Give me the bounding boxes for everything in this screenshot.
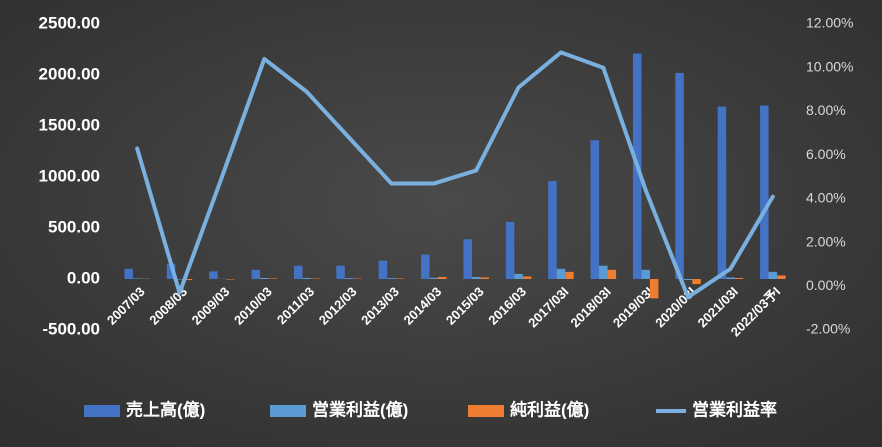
bar: [641, 269, 650, 279]
y2-tick-label: 10.00%: [806, 58, 853, 74]
bar: [683, 279, 693, 281]
bar: [522, 276, 532, 279]
bar: [310, 278, 320, 279]
bar: [777, 275, 786, 279]
bar: [768, 271, 778, 279]
bar: [183, 279, 193, 281]
bar: [378, 260, 388, 279]
y-tick-label: 1000.00: [39, 166, 100, 185]
legend-label: 売上高(億): [126, 399, 205, 419]
y-tick-label: 500.00: [48, 217, 100, 236]
legend-swatch: [468, 405, 504, 417]
bar: [726, 277, 735, 279]
bar: [421, 254, 430, 279]
bar: [302, 277, 311, 279]
bar: [505, 221, 515, 279]
bar: [556, 268, 566, 279]
bar: [692, 279, 701, 285]
bar: [132, 278, 142, 279]
bar: [387, 278, 396, 279]
legend-item: 純利益(億): [468, 399, 589, 419]
bar: [395, 278, 405, 279]
bar: [251, 269, 261, 279]
bar: [344, 278, 354, 279]
bar: [268, 278, 278, 279]
bar: [166, 263, 176, 279]
bar: [226, 279, 235, 280]
bar: [336, 265, 345, 279]
bar: [565, 271, 574, 279]
bar: [293, 265, 303, 279]
y-tick-label: -500.00: [42, 319, 100, 338]
y2-tick-label: 2.00%: [806, 233, 846, 249]
y-tick-label: 1500.00: [39, 115, 100, 134]
bar: [590, 140, 600, 279]
bar: [209, 271, 218, 279]
y2-tick-label: 6.00%: [806, 146, 846, 162]
legend-swatch: [84, 405, 120, 417]
bar: [463, 239, 472, 279]
bar: [438, 276, 447, 279]
legend-label: 営業利益率: [692, 399, 777, 419]
y2-tick-label: 12.00%: [806, 15, 853, 31]
bar: [675, 72, 684, 280]
bar: [649, 279, 659, 299]
legend-item: 営業利益率: [656, 399, 777, 419]
bar: [260, 277, 269, 279]
y2-tick-label: 4.00%: [806, 190, 846, 206]
legend-swatch: [270, 405, 306, 417]
legend-item: 売上高(億): [84, 399, 205, 419]
bar: [175, 279, 184, 280]
bar: [514, 273, 523, 279]
bar: [607, 269, 617, 279]
legend-item: 営業利益(億): [270, 399, 408, 419]
y-tick-label: 2500.00: [39, 13, 100, 32]
y-tick-label: 0.00: [67, 268, 100, 287]
bar: [760, 105, 769, 279]
bar: [429, 277, 439, 279]
bar: [734, 277, 744, 279]
y2-tick-label: -2.00%: [806, 321, 850, 337]
bar: [480, 277, 489, 279]
bar: [548, 181, 557, 279]
line: [135, 50, 775, 300]
bar: [717, 106, 727, 280]
bar: [124, 268, 133, 279]
y2-tick-label: 8.00%: [806, 102, 846, 118]
y-tick-label: 2000.00: [39, 64, 100, 83]
legend-label: 営業利益(億): [312, 399, 408, 419]
legend-label: 純利益(億): [510, 399, 589, 419]
bar: [471, 276, 481, 279]
bar: [599, 265, 608, 279]
y2-tick-label: 0.00%: [806, 277, 846, 293]
